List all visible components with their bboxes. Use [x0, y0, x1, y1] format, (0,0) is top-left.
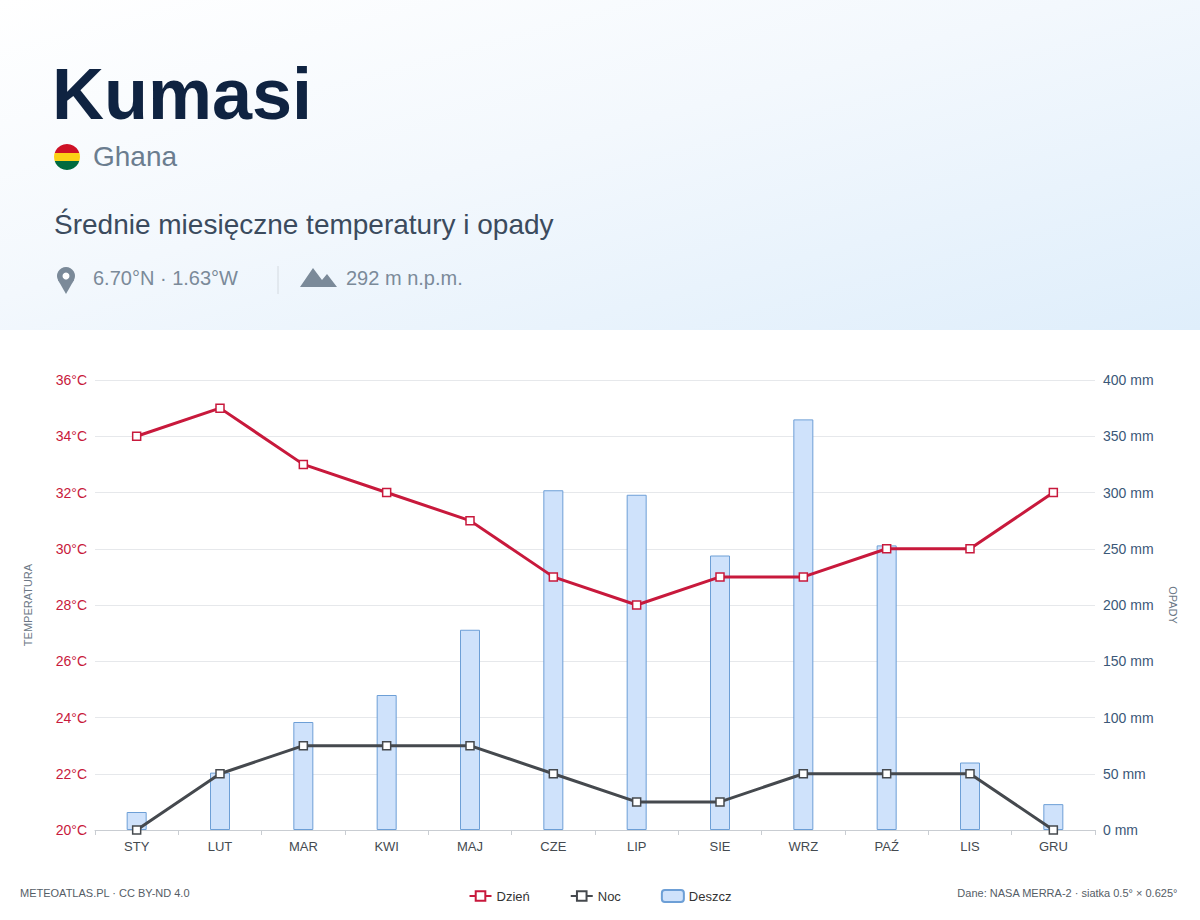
svg-text:26°C: 26°C: [56, 653, 87, 669]
svg-text:300 mm: 300 mm: [1103, 485, 1154, 501]
svg-text:MAR: MAR: [289, 839, 318, 854]
svg-text:30°C: 30°C: [56, 541, 87, 557]
svg-text:PAŹ: PAŹ: [875, 839, 899, 854]
svg-text:Ghana: Ghana: [93, 141, 177, 172]
svg-text:Noc: Noc: [598, 889, 622, 904]
svg-text:Deszcz: Deszcz: [689, 889, 732, 904]
svg-text:WRZ: WRZ: [789, 839, 819, 854]
svg-text:Dzień: Dzień: [497, 889, 530, 904]
svg-text:250 mm: 250 mm: [1103, 541, 1154, 557]
svg-text:6.70°N · 1.63°W: 6.70°N · 1.63°W: [93, 267, 238, 289]
svg-text:OPADY: OPADY: [1167, 586, 1179, 624]
svg-text:0 mm: 0 mm: [1103, 822, 1138, 838]
svg-text:200 mm: 200 mm: [1103, 597, 1154, 613]
svg-text:32°C: 32°C: [56, 485, 87, 501]
svg-text:METEOATLAS.PL · CC BY-ND 4.0: METEOATLAS.PL · CC BY-ND 4.0: [20, 887, 190, 899]
svg-text:50 mm: 50 mm: [1103, 766, 1146, 782]
svg-text:100 mm: 100 mm: [1103, 710, 1154, 726]
svg-text:MAJ: MAJ: [457, 839, 483, 854]
svg-text:150 mm: 150 mm: [1103, 653, 1154, 669]
svg-text:SIE: SIE: [710, 839, 731, 854]
svg-text:400 mm: 400 mm: [1103, 372, 1154, 388]
svg-text:34°C: 34°C: [56, 428, 87, 444]
svg-text:GRU: GRU: [1039, 839, 1068, 854]
svg-text:LUT: LUT: [208, 839, 233, 854]
svg-text:LIS: LIS: [960, 839, 980, 854]
svg-text:CZE: CZE: [540, 839, 566, 854]
svg-text:24°C: 24°C: [56, 710, 87, 726]
svg-text:TEMPERATURA: TEMPERATURA: [22, 563, 34, 646]
svg-text:20°C: 20°C: [56, 822, 87, 838]
svg-text:292 m n.p.m.: 292 m n.p.m.: [346, 267, 463, 289]
svg-text:LIP: LIP: [627, 839, 647, 854]
svg-text:36°C: 36°C: [56, 372, 87, 388]
svg-text:Średnie miesięczne temperatury: Średnie miesięczne temperatury i opady: [54, 208, 554, 240]
svg-text:28°C: 28°C: [56, 597, 87, 613]
svg-text:22°C: 22°C: [56, 766, 87, 782]
svg-text:STY: STY: [124, 839, 150, 854]
svg-text:350 mm: 350 mm: [1103, 428, 1154, 444]
svg-text:KWI: KWI: [374, 839, 399, 854]
svg-text:Kumasi: Kumasi: [52, 54, 312, 134]
svg-text:Dane: NASA MERRA-2 · siatka 0.: Dane: NASA MERRA-2 · siatka 0.5° × 0.625…: [957, 887, 1177, 899]
